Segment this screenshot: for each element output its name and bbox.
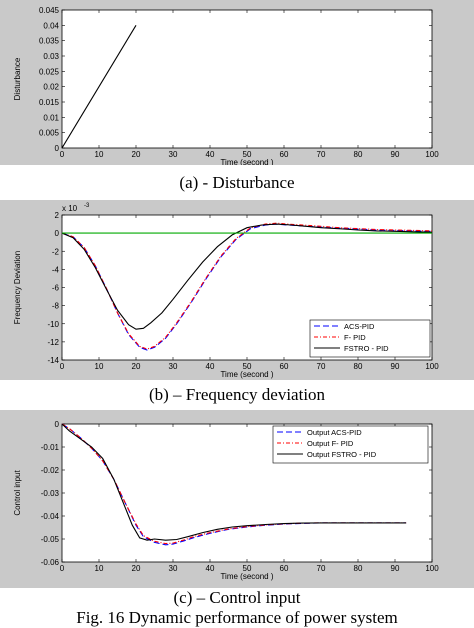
x-tick-label: 10: [95, 362, 104, 371]
x-tick-label: 90: [391, 564, 400, 573]
x-tick-label: 80: [354, 362, 363, 371]
legend-label: Output F- PID: [307, 439, 354, 448]
y-tick-label: 0: [55, 144, 60, 153]
y-axis-label: Control input: [13, 470, 22, 516]
x-tick-label: 40: [206, 564, 215, 573]
y-tick-label: -6: [52, 284, 60, 293]
y-exponent-label: x 10: [62, 204, 78, 213]
legend-label: Output ACS-PID: [307, 428, 362, 437]
y-tick-label: 0.03: [43, 52, 59, 61]
x-tick-label: 60: [280, 362, 289, 371]
y-tick-label: -8: [52, 302, 60, 311]
disturbance-caption: (a) - Disturbance: [179, 173, 295, 192]
y-tick-label: -0.01: [41, 443, 60, 452]
disturbance-chart-panel: 0 10 20 30 40 50 60 70 80 90 100 0 0.005 0.01 0.015 0.0…: [0, 0, 474, 165]
figure-caption: Fig. 16 Dynamic performance of power sys…: [76, 608, 398, 627]
x-tick-label: 70: [317, 564, 326, 573]
y-tick-label: -12: [47, 338, 59, 347]
y-axis-label: Frequency Deviation: [13, 251, 22, 324]
x-axis-label: Time (second ): [220, 158, 273, 165]
x-tick-label: 0: [60, 564, 65, 573]
y-tick-label: 0.005: [39, 129, 60, 138]
x-tick-label: 80: [354, 150, 363, 159]
frequency-deviation-chart-panel: 0 10 20 30 40 50 60 70 80 90 100 -14 -12 -10 -8 -6 -4 -2 0…: [0, 200, 474, 380]
x-tick-label: 10: [95, 564, 104, 573]
series-line-2: [61, 423, 407, 541]
x-tick-label: 0: [60, 150, 65, 159]
x-tick-label: 20: [132, 150, 141, 159]
x-tick-label: 90: [391, 150, 400, 159]
legend-box: [309, 319, 431, 358]
disturbance-chart: 0 10 20 30 40 50 60 70 80 90 100 0 0.005 0.01 0.015 0.0…: [13, 6, 439, 165]
x-tick-label: 30: [169, 362, 178, 371]
y-tick-label: -0.06: [41, 558, 60, 567]
x-tick-label: 20: [132, 362, 141, 371]
x-tick-label: 0: [60, 362, 65, 371]
legend-label: F- PID: [344, 333, 366, 342]
series-line-0: [61, 25, 137, 149]
x-tick-label: 60: [280, 150, 289, 159]
y-tick-label: -0.03: [41, 489, 60, 498]
y-tick-label: 0: [55, 420, 60, 429]
x-tick-label: 100: [425, 564, 439, 573]
y-tick-label: -0.04: [41, 512, 60, 521]
x-tick-label: 50: [243, 150, 252, 159]
frequency-deviation-chart: 0 10 20 30 40 50 60 70 80 90 100 -14 -12 -10 -8 -6 -4 -2 0…: [13, 203, 439, 379]
y-tick-label: 2: [55, 211, 60, 220]
y-tick-label: 0.02: [43, 83, 59, 92]
x-tick-label: 40: [206, 150, 215, 159]
x-tick-label: 70: [317, 362, 326, 371]
y-tick-label: 0.015: [39, 98, 60, 107]
y-tick-label: 0.025: [39, 67, 60, 76]
y-tick-label: -0.02: [41, 466, 60, 475]
y-tick-label: -14: [47, 356, 59, 365]
x-tick-label: 50: [243, 564, 252, 573]
y-tick-label: 0: [55, 229, 60, 238]
series-line-1: [61, 423, 407, 545]
x-tick-label: 40: [206, 362, 215, 371]
plot-area: [61, 9, 433, 149]
x-tick-label: 20: [132, 564, 141, 573]
x-tick-label: 80: [354, 564, 363, 573]
x-tick-label: 100: [425, 362, 439, 371]
y-tick-label: 0.04: [43, 21, 59, 30]
series-line-2: [61, 223, 433, 330]
legend-label: Output FSTRO - PID: [307, 450, 377, 459]
x-tick-label: 60: [280, 564, 289, 573]
x-tick-label: 100: [425, 150, 439, 159]
y-tick-label: -10: [47, 320, 59, 329]
y-tick-label: 0.045: [39, 6, 60, 15]
x-axis-label: Time (second ): [220, 572, 273, 581]
x-tick-label: 50: [243, 362, 252, 371]
y-tick-label: 0.035: [39, 37, 60, 46]
y-tick-label: 0.01: [43, 113, 59, 122]
x-tick-label: 30: [169, 150, 178, 159]
control-input-chart-panel: 0 10 20 30 40 50 60 70 80 90 100 0 -0.01 -0.02 -0.03 -0…: [0, 410, 474, 588]
y-tick-label: -4: [52, 265, 60, 274]
y-tick-label: -2: [52, 247, 60, 256]
y-exponent-superscript: -3: [84, 203, 90, 209]
frequency-deviation-caption: (b) – Frequency deviation: [148, 385, 326, 404]
control-input-chart: 0 10 20 30 40 50 60 70 80 90 100 0 -0.01 -0.02 -0.03 -0…: [13, 420, 439, 581]
x-tick-label: 70: [317, 150, 326, 159]
y-tick-label: -0.05: [41, 535, 60, 544]
x-tick-label: 10: [95, 150, 104, 159]
y-axis-label: Disturbance: [13, 57, 22, 100]
x-tick-label: 90: [391, 362, 400, 371]
legend-label: FSTRO - PID: [344, 344, 389, 353]
control-input-caption: (c) – Control input: [173, 588, 301, 607]
x-axis-label: Time (second ): [220, 370, 273, 379]
x-tick-label: 30: [169, 564, 178, 573]
legend-label: ACS-PID: [344, 322, 375, 331]
